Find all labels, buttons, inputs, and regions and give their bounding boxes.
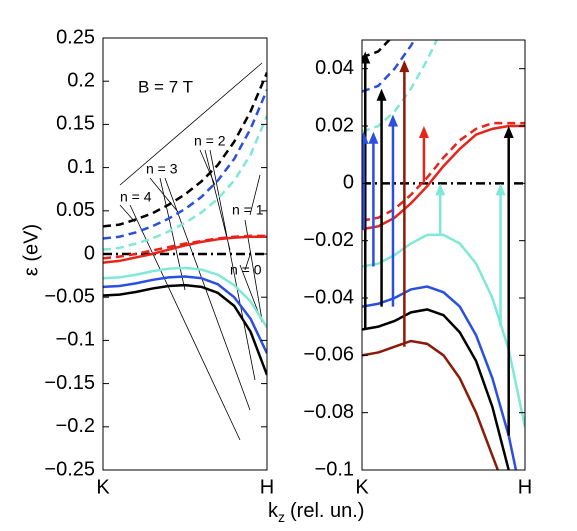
curve [362, 285, 518, 470]
y-tick-label: −0.25 [44, 458, 95, 480]
y-tick-label: 0 [343, 172, 354, 194]
arrow-head [362, 51, 371, 64]
arrow-head [435, 183, 446, 196]
curve [362, 40, 439, 133]
arrow-head [503, 126, 514, 138]
y-tick-label: −0.05 [44, 285, 95, 307]
x-label-main: k [268, 500, 279, 522]
curve [362, 233, 525, 428]
curve [362, 339, 500, 470]
annotation: n = 3 [146, 161, 178, 177]
y-tick-label: −0.1 [56, 329, 95, 351]
arrow-head [399, 60, 410, 73]
x-label-rest: (rel. un.) [290, 500, 364, 522]
y-tick-label: −0.08 [303, 401, 354, 423]
curve [362, 121, 525, 222]
y-tick-label: −0.1 [315, 458, 354, 480]
x-tick-label: K [96, 476, 110, 498]
x-label-sub: z [278, 509, 285, 525]
curve [103, 72, 267, 228]
y-tick-label: 0.1 [67, 156, 95, 178]
annotation: n = 1 [232, 202, 264, 218]
y-tick-label: −0.15 [44, 372, 95, 394]
arrow-head [376, 88, 387, 101]
arrow-head [362, 131, 369, 144]
y-tick-label: 0.25 [56, 26, 95, 48]
y-axis-label: ε (eV) [20, 224, 42, 276]
arrow-head [418, 126, 429, 138]
axes-box [361, 39, 526, 471]
curve [103, 235, 267, 264]
curve [103, 275, 267, 354]
y-tick-label: −0.2 [56, 415, 95, 437]
annotation: n = 4 [120, 189, 152, 205]
y-tick-label: −0.02 [303, 229, 354, 251]
y-tick-label: 0.2 [67, 69, 95, 91]
y-tick-label: 0 [84, 242, 95, 264]
annotation: n = 2 [194, 133, 226, 149]
curve [362, 40, 391, 59]
y-tick-label: 0.05 [56, 199, 95, 221]
curve [362, 124, 525, 231]
plot-area [103, 72, 267, 376]
y-tick-label: 0.02 [315, 114, 354, 136]
y-tick-label: −0.06 [303, 344, 354, 366]
y-tick-label: 0.04 [315, 57, 354, 79]
curve [362, 40, 416, 93]
curve [103, 283, 267, 376]
annotation: B = 7 T [138, 77, 193, 96]
arrow-head [387, 114, 398, 127]
curve [103, 234, 267, 260]
y-tick-label: 0.15 [56, 113, 95, 135]
curve [362, 308, 510, 470]
x-axis-label: kz (rel. un.) [268, 500, 364, 524]
arrow-head [368, 131, 379, 144]
curve [103, 266, 267, 329]
pointers [119, 62, 263, 441]
x-tick-label: H [518, 476, 532, 498]
curve [103, 89, 267, 240]
arrow-head [495, 183, 506, 196]
plot-area [362, 40, 525, 470]
curve [103, 115, 267, 251]
x-tick-label: H [260, 476, 274, 498]
x-tick-label: K [355, 476, 369, 498]
y-tick-label: −0.04 [303, 286, 354, 308]
